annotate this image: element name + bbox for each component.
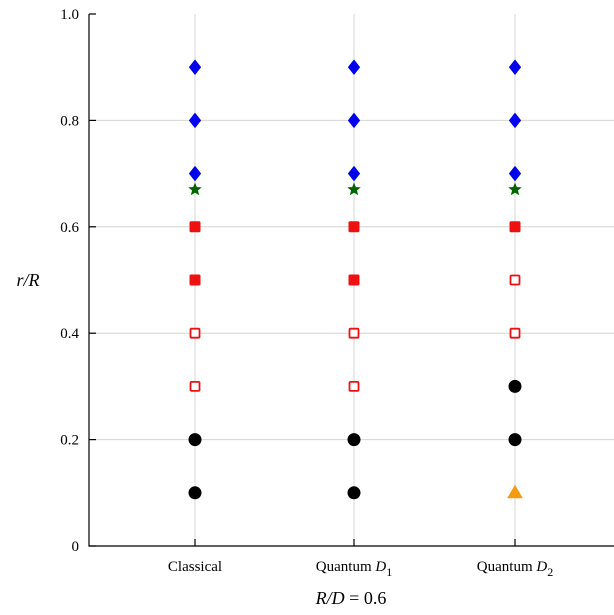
data-point-square (348, 380, 360, 392)
x-axis-label: R/D = 0.6 (315, 588, 387, 608)
data-point-diamond (189, 112, 201, 128)
data-point-star (508, 182, 522, 196)
data-point-diamond (189, 166, 201, 182)
data-point-square (348, 221, 360, 233)
data-point-diamond (189, 59, 201, 75)
data-point-diamond (348, 166, 360, 182)
data-point-square (348, 274, 360, 286)
y-tick-label: 0.2 (60, 433, 79, 449)
data-point-diamond (509, 166, 521, 182)
data-point-circle (188, 486, 202, 500)
data-point-square (189, 221, 201, 233)
x-tick-label-text: Classical (168, 559, 222, 575)
x-tick-label-subscript: 1 (386, 565, 392, 579)
x-tick-label-text: Quantum (316, 559, 376, 575)
data-point-square (189, 380, 201, 392)
data-point-diamond (348, 112, 360, 128)
data-point-diamond (509, 112, 521, 128)
data-point-square (509, 274, 521, 286)
x-tick-label-symbol: D (374, 559, 386, 575)
y-axis-label: r/R (16, 270, 39, 290)
x-tick-label-subscript: 2 (547, 565, 553, 579)
data-point-square (189, 327, 201, 339)
data-point-circle (508, 379, 522, 393)
data-point-square (509, 221, 521, 233)
data-point-circle (347, 433, 361, 447)
data-point-star (188, 182, 202, 196)
data-point-square (189, 274, 201, 286)
x-tick-label: Classical (168, 559, 222, 575)
data-point-diamond (509, 59, 521, 75)
x-tick-label: Quantum D1 (316, 559, 392, 579)
data-point-circle (508, 433, 522, 447)
data-point-circle (188, 433, 202, 447)
data-point-square (348, 327, 360, 339)
y-tick-label: 0 (72, 539, 80, 555)
x-tick-label: Quantum D2 (477, 559, 553, 579)
x-tick-label-text: Quantum (477, 559, 537, 575)
data-point-triangle (507, 484, 523, 499)
y-tick-label: 0.4 (60, 326, 79, 342)
marks-layer (188, 59, 523, 500)
x-tick-label-symbol: D (535, 559, 547, 575)
axis-spines (88, 14, 614, 547)
axes-layer (88, 13, 614, 547)
data-point-circle (347, 486, 361, 500)
y-tick-label: 0.8 (60, 113, 79, 129)
y-tick-label: 1.0 (60, 7, 79, 23)
data-point-star (347, 182, 361, 196)
data-point-diamond (348, 59, 360, 75)
data-point-square (509, 327, 521, 339)
y-tick-label: 0.6 (60, 220, 79, 236)
